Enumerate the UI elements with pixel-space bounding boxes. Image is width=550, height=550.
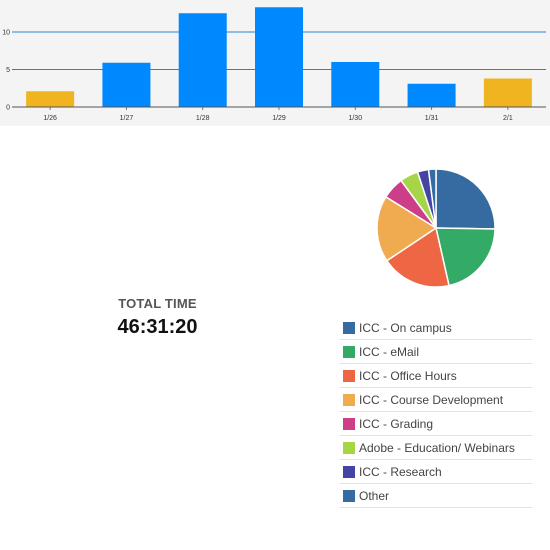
y-tick-label: 5 — [6, 67, 10, 74]
legend-label: ICC - Research — [359, 464, 442, 479]
legend-swatch — [343, 345, 355, 358]
bar — [483, 78, 532, 107]
bar — [26, 91, 75, 107]
x-tick-label: 1/27 — [120, 115, 134, 122]
x-tick-label: 1/30 — [348, 115, 362, 122]
legend-item[interactable]: Other — [340, 484, 532, 508]
legend-item[interactable]: ICC - eMail — [340, 340, 532, 364]
bar — [331, 62, 380, 107]
legend-swatch — [343, 321, 355, 334]
total-time-summary: TOTAL TIME 46:31:20 — [100, 296, 215, 339]
x-tick-label: 1/29 — [272, 115, 286, 122]
pie-slice — [435, 168, 496, 230]
legend-swatch — [343, 489, 355, 502]
legend-swatch — [343, 393, 355, 406]
legend-item[interactable]: ICC - Course Development — [340, 388, 532, 412]
legend-label: ICC - Grading — [359, 416, 434, 431]
x-tick-label: 1/31 — [425, 115, 439, 122]
bar — [407, 83, 456, 107]
legend-swatch — [343, 417, 355, 430]
pie-slice — [376, 195, 438, 262]
pie-slice — [427, 168, 437, 229]
legend-item[interactable]: ICC - Grading — [340, 412, 532, 436]
legend-label: Other — [359, 488, 390, 503]
legend-item[interactable]: ICC - Research — [340, 460, 532, 484]
legend-label: Adobe - Education/ Webinars — [359, 440, 515, 455]
legend-label: ICC - Office Hours — [359, 368, 457, 383]
legend-label: ICC - On campus — [359, 320, 452, 335]
category-pie-chart — [376, 168, 496, 288]
x-tick-label: 1/28 — [196, 115, 210, 122]
legend-label: ICC - Course Development — [359, 392, 504, 407]
legend-item[interactable]: Adobe - Education/ Webinars — [340, 436, 532, 460]
y-tick-label: 10 — [2, 30, 10, 37]
x-tick-label: 1/26 — [43, 115, 57, 122]
bar-chart-svg: 0 5 10 1/26 1/27 1/28 1/29 1/30 1/31 2/1 — [2, 7, 546, 122]
total-time-value: 46:31:20 — [117, 316, 198, 338]
pie-legend: ICC - On campus ICC - eMail ICC - Office… — [340, 316, 532, 508]
bar — [102, 62, 151, 107]
pie-slice — [435, 227, 496, 287]
legend-swatch — [343, 465, 355, 478]
legend-label: ICC - eMail — [359, 344, 420, 359]
legend-item[interactable]: ICC - On campus — [340, 316, 532, 340]
legend-swatch — [343, 441, 355, 454]
legend-item[interactable]: ICC - Office Hours — [340, 364, 532, 388]
y-tick-label: 0 — [6, 105, 10, 112]
x-tick-label: 2/1 — [503, 115, 513, 122]
bar — [178, 13, 227, 107]
pie-slice — [385, 226, 450, 288]
bar — [255, 7, 303, 107]
daily-bar-chart: 0 5 10 1/26 1/27 1/28 1/29 1/30 1/31 2/1 — [0, 0, 550, 126]
legend-swatch — [343, 369, 355, 382]
total-time-label: TOTAL TIME — [118, 296, 197, 311]
